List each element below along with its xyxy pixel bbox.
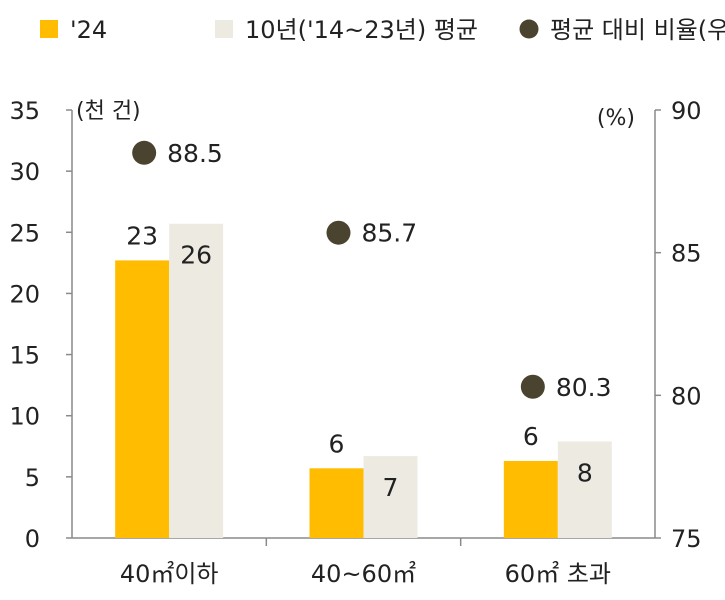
legend-marker-2 <box>519 19 539 39</box>
legend: '24 10년('14~23년) 평균 평균 대비 비율(우) <box>40 16 725 44</box>
ratio-label-2: 80.3 <box>556 373 612 402</box>
bar-0-1 <box>309 468 364 538</box>
category-label-2: 60㎡ 초과 <box>505 560 611 588</box>
bars <box>115 223 612 538</box>
y-left-tick-6: 30 <box>9 158 40 186</box>
legend-label-0: '24 <box>70 16 107 44</box>
y-right-unit-label: (%) <box>597 106 635 131</box>
axes: 0 5 10 15 20 25 30 35 75 80 85 90 <box>9 97 701 553</box>
ratio-label-1: 85.7 <box>362 219 418 248</box>
ratio-point-2 <box>520 374 545 399</box>
y-left-tick-7: 35 <box>9 97 40 125</box>
category-labels: 40㎡이하 40~60㎡ 60㎡ 초과 <box>120 560 611 588</box>
ratio-label-0: 88.5 <box>167 139 223 168</box>
y-right-tick-1: 80 <box>671 382 702 410</box>
bar-1-2 <box>557 441 612 538</box>
bar-label-0-2: 6 <box>523 422 539 451</box>
y-left-tick-3: 15 <box>9 342 40 370</box>
bar-label-1-2: 8 <box>577 458 593 487</box>
legend-swatch-0 <box>40 20 58 38</box>
y-right-tick-3: 90 <box>671 97 702 125</box>
bar-label-0-1: 6 <box>329 429 345 458</box>
bar-label-1-0: 26 <box>180 241 212 270</box>
y-left-tick-2: 10 <box>9 403 40 431</box>
data-labels: 23 26 6 7 6 8 88.5 85.7 80.3 <box>126 139 611 502</box>
ratio-point-0 <box>132 140 157 165</box>
category-label-0: 40㎡이하 <box>120 560 219 588</box>
legend-swatch-1 <box>215 20 233 38</box>
ratio-markers <box>132 140 545 399</box>
y-right-tick-2: 85 <box>671 240 702 268</box>
y-left-tick-0: 0 <box>25 525 40 553</box>
y-left-unit-label: (천 건) <box>76 99 141 124</box>
bar-0-0 <box>115 260 170 538</box>
bar-1-0 <box>169 223 224 538</box>
bar-1-1 <box>363 456 418 538</box>
y-left-tick-5: 25 <box>9 219 40 247</box>
bar-label-0-0: 23 <box>126 221 158 250</box>
category-label-1: 40~60㎡ <box>311 560 416 588</box>
legend-label-1: 10년('14~23년) 평균 <box>245 16 478 44</box>
y-left-tick-1: 5 <box>25 464 40 492</box>
y-right-tick-0: 75 <box>671 525 702 553</box>
bar-label-1-1: 7 <box>383 473 399 502</box>
legend-label-2: 평균 대비 비율(우) <box>550 16 725 44</box>
ratio-point-1 <box>326 220 351 245</box>
y-left-tick-4: 20 <box>9 280 40 308</box>
bar-0-2 <box>503 460 558 538</box>
